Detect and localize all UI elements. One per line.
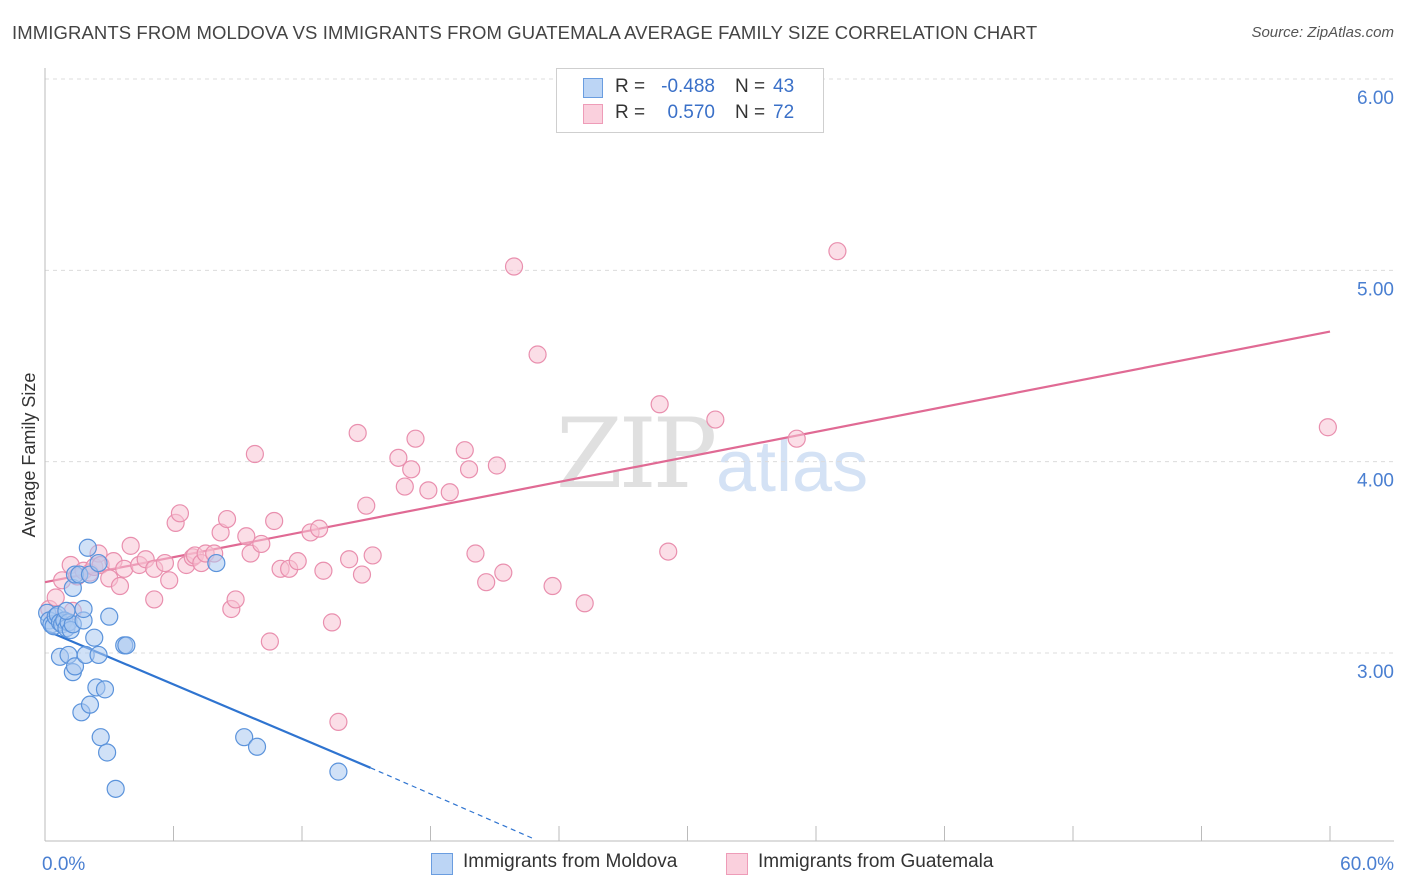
trend-lines bbox=[44, 330, 1331, 840]
data-points bbox=[38, 242, 1337, 798]
moldova-point bbox=[106, 779, 125, 798]
moldova-point bbox=[91, 728, 110, 747]
x-tick-label-max: 60.0% bbox=[1340, 854, 1394, 875]
source-credit: Source: ZipAtlas.com bbox=[1251, 24, 1394, 41]
moldova-point bbox=[89, 553, 108, 573]
guatemala-point bbox=[828, 242, 847, 261]
guatemala-n-value: 72 bbox=[773, 102, 795, 123]
chart-title: IMMIGRANTS FROM MOLDOVA VS IMMIGRANTS FR… bbox=[12, 22, 1038, 43]
guatemala-point bbox=[787, 429, 806, 448]
guatemala-point bbox=[288, 552, 307, 571]
moldova-point bbox=[100, 607, 119, 626]
y-tick-label: 4.00 bbox=[1357, 471, 1394, 492]
guatemala-point bbox=[245, 444, 264, 464]
guatemala-point bbox=[352, 565, 372, 584]
guatemala-point bbox=[340, 550, 359, 569]
moldova-point bbox=[78, 538, 97, 557]
moldova-point bbox=[329, 762, 348, 781]
guatemala-point bbox=[419, 481, 438, 500]
n-label: N = bbox=[735, 76, 766, 97]
moldova-legend-swatch bbox=[431, 853, 453, 875]
guatemala-point bbox=[155, 553, 175, 573]
moldova-legend-label: Immigrants from Moldova bbox=[463, 851, 678, 872]
axes bbox=[44, 68, 1394, 842]
moldova-point bbox=[74, 599, 93, 619]
guatemala-point bbox=[504, 257, 524, 276]
y-tick-label: 6.00 bbox=[1357, 88, 1394, 109]
y-tick-label: 3.00 bbox=[1357, 662, 1394, 683]
watermark-zip: ZIP bbox=[556, 398, 717, 510]
x-tick-label-min: 0.0% bbox=[42, 854, 85, 875]
moldova-point bbox=[85, 628, 104, 647]
guatemala-point bbox=[528, 345, 547, 364]
guatemala-point bbox=[1318, 418, 1337, 437]
guatemala-legend-label: Immigrants from Guatemala bbox=[758, 851, 994, 872]
guatemala-point bbox=[310, 519, 329, 538]
moldova-point bbox=[207, 553, 226, 573]
moldova-swatch bbox=[583, 78, 603, 98]
guatemala-point bbox=[440, 483, 459, 502]
guatemala-trend-line bbox=[44, 330, 1331, 584]
guatemala-point bbox=[322, 613, 342, 632]
y-tick-label: 5.00 bbox=[1357, 279, 1394, 300]
guatemala-point bbox=[265, 511, 284, 531]
y-axis-label: Average Family Size bbox=[19, 373, 39, 538]
guatemala-point bbox=[659, 542, 678, 561]
gridlines bbox=[45, 78, 1394, 654]
guatemala-legend-swatch bbox=[726, 853, 748, 875]
n-label: N = bbox=[735, 102, 766, 123]
guatemala-point bbox=[459, 460, 479, 479]
moldova-point bbox=[98, 743, 117, 762]
guatemala-point bbox=[706, 410, 725, 429]
moldova-r-value: -0.488 bbox=[661, 76, 715, 97]
guatemala-point bbox=[395, 477, 414, 496]
moldova-point bbox=[117, 636, 136, 655]
guatemala-point bbox=[110, 576, 130, 596]
guatemala-swatch bbox=[583, 104, 603, 124]
x-tick-labels: 0.0% 60.0% bbox=[42, 854, 1394, 875]
guatemala-point bbox=[252, 534, 271, 554]
guatemala-point bbox=[145, 590, 164, 609]
moldova-point bbox=[57, 601, 76, 621]
guatemala-point bbox=[237, 527, 256, 546]
r-label: R = bbox=[615, 102, 646, 123]
guatemala-point bbox=[402, 460, 421, 479]
guatemala-point bbox=[455, 441, 474, 460]
guatemala-point bbox=[115, 559, 134, 578]
guatemala-point bbox=[487, 456, 506, 475]
guatemala-point bbox=[260, 632, 279, 651]
guatemala-point bbox=[357, 496, 376, 515]
guatemala-point bbox=[160, 571, 179, 590]
guatemala-point bbox=[363, 546, 382, 565]
moldova-point bbox=[80, 695, 100, 714]
guatemala-point bbox=[348, 423, 367, 443]
correlation-legend: R = -0.488 N = 43 R = 0.570 N = 72 bbox=[556, 68, 824, 133]
guatemala-r-value: 0.570 bbox=[667, 102, 715, 123]
guatemala-point bbox=[170, 504, 190, 523]
moldova-point bbox=[247, 737, 267, 756]
guatemala-point bbox=[389, 448, 408, 467]
moldova-point bbox=[65, 657, 85, 676]
guatemala-point bbox=[466, 544, 485, 563]
guatemala-point bbox=[543, 576, 562, 596]
guatemala-point bbox=[575, 594, 594, 613]
guatemala-point bbox=[494, 563, 513, 582]
moldova-point bbox=[235, 728, 254, 747]
r-label: R = bbox=[615, 76, 646, 97]
guatemala-point bbox=[226, 590, 245, 609]
moldova-n-value: 43 bbox=[773, 76, 795, 97]
guatemala-point bbox=[217, 509, 237, 529]
moldova-point bbox=[95, 680, 115, 699]
guatemala-point bbox=[314, 561, 333, 580]
guatemala-point bbox=[121, 536, 140, 555]
moldova-point bbox=[89, 645, 108, 665]
guatemala-point bbox=[406, 429, 425, 448]
guatemala-point bbox=[477, 573, 496, 592]
moldova-trend-extension bbox=[370, 767, 534, 840]
guatemala-point bbox=[329, 712, 348, 731]
y-tick-labels: 3.00 4.00 5.00 6.00 bbox=[1357, 88, 1394, 683]
guatemala-point bbox=[650, 395, 669, 414]
